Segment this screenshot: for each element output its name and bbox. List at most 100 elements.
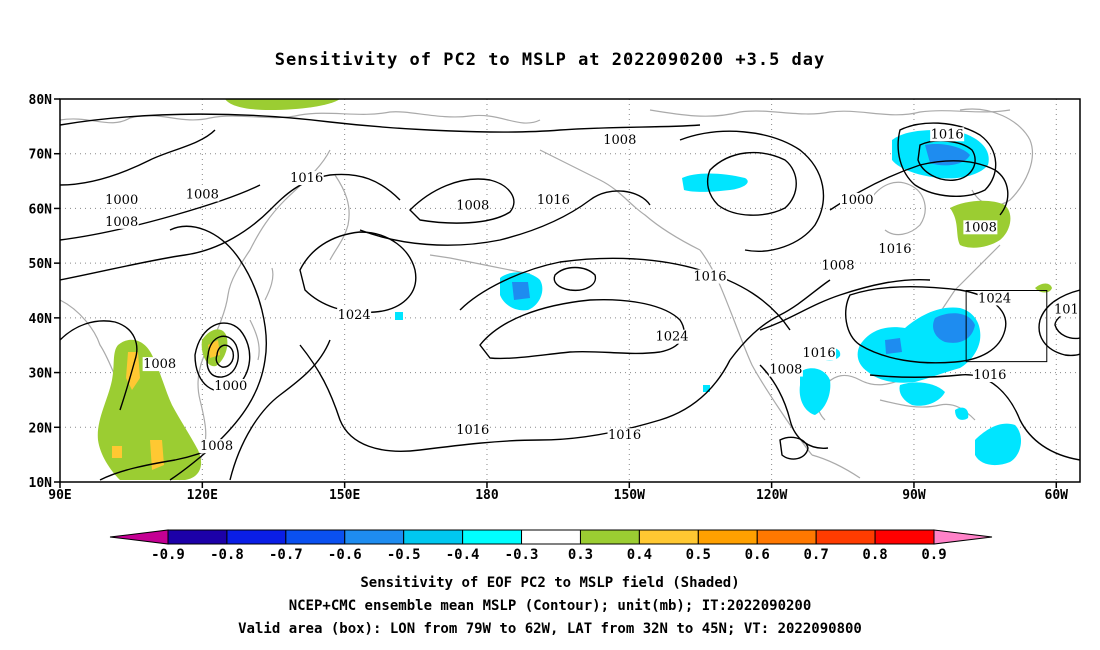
lat-tick-label: 80N (29, 93, 53, 108)
shade-negative-atlantic-box-strong (885, 313, 975, 354)
contour-label-bg (768, 362, 803, 377)
lat-tick-label: 70N (29, 148, 53, 163)
valid-area-box (965, 290, 1048, 363)
coast-asia-east (197, 149, 331, 461)
contour-1008-na-west (729, 279, 831, 361)
colorbar-label: 0.6 (745, 547, 770, 563)
colorbar-swatch (579, 529, 640, 545)
contour-1008-north (60, 113, 701, 133)
contour-label-bg (930, 127, 965, 142)
contour-label: 1008 (200, 439, 233, 454)
plot-frame (59, 98, 1081, 483)
map-title: Sensitivity of PC2 to MSLP at 2022090200… (274, 50, 826, 70)
shade-negative-greenland-strong (925, 144, 970, 166)
shade-negative-westatlantic (899, 382, 945, 406)
colorbar-label: -0.5 (387, 547, 421, 563)
coast-north-america-west (699, 249, 813, 456)
contour-1016-subtropic (299, 344, 731, 452)
contour-1024-pacific (479, 298, 685, 360)
coast-hudson-bay (869, 181, 926, 236)
caption-shading: Sensitivity of EOF PC2 to MSLP field (Sh… (360, 575, 740, 591)
contour-label: 1016 (608, 428, 641, 443)
contour-label: 1024 (978, 291, 1011, 306)
shade-negative-small-1 (395, 312, 403, 320)
contour-1016-na-east (759, 278, 931, 331)
colorbar-swatch (697, 529, 758, 545)
contour-label-bg (977, 291, 1012, 306)
colorbar-swatch (638, 529, 699, 545)
colorbar-label: 0.4 (627, 547, 652, 563)
contour-label-bg (692, 269, 727, 284)
contour-label-bg (963, 220, 998, 235)
contour-label: 1016 (693, 270, 726, 285)
lat-tick-label: 50N (29, 257, 53, 272)
contour-label: 1008 (964, 220, 997, 235)
shade-positive-china-strong (112, 352, 164, 470)
contour-label-bg (289, 171, 324, 186)
colorbar-label: -0.7 (269, 547, 303, 563)
coast-central-america (811, 399, 976, 479)
colorbar-arrow-high (933, 529, 993, 545)
contour-label-bg (455, 198, 490, 213)
contour-1016-greenland (897, 122, 997, 198)
coastlines (60, 108, 1034, 481)
colorbar-swatch (344, 529, 405, 545)
contour-label: 1008 (143, 357, 176, 372)
contour-label-bg (104, 192, 139, 207)
caption-contour: NCEP+CMC ensemble mean MSLP (Contour); u… (288, 598, 812, 614)
coast-aleutians (429, 254, 531, 275)
contour-label: 1016 (456, 423, 489, 438)
contour-label-bg (972, 368, 1007, 383)
contour-label: 1016 (878, 242, 911, 257)
lat-axis: 80N 70N 60N 50N 40N 30N 20N 10N (29, 93, 60, 491)
lon-tick-label: 120W (756, 488, 787, 503)
contour-1000-west (60, 129, 216, 186)
contour-label-bg (602, 132, 637, 147)
lon-tick-label: 60W (1045, 488, 1069, 503)
shade-positive-arctic (225, 99, 340, 110)
contour-label: 1024 (655, 330, 688, 345)
contour-typhoon-2 (215, 344, 235, 368)
lat-tick-label: 60N (29, 202, 53, 217)
caption-valid-area: Valid area (box): LON from 79W to 62W, L… (238, 621, 862, 637)
coast-asia-north (60, 111, 541, 124)
contour-1008-west (60, 184, 261, 241)
lon-tick-label: 90E (48, 488, 71, 503)
colorbar-label: 0.3 (568, 547, 593, 563)
contour-1016-pacific-north (359, 190, 651, 246)
contour-label-bg (840, 192, 875, 207)
sensitivity-shading (97, 99, 1052, 480)
contour-label-bg (802, 346, 837, 361)
contour-label: 1008 (603, 133, 636, 148)
colorbar-swatch (756, 529, 817, 545)
colorbar-swatch (521, 529, 581, 545)
contour-1000-typhoon-outer (194, 322, 251, 393)
contour-1016-atlantic-south (869, 374, 1080, 461)
colorbar-label: 0.9 (921, 547, 946, 563)
contour-label-bg (142, 357, 177, 372)
colorbar-swatch (167, 529, 228, 545)
contour-1016-pacific (459, 257, 791, 331)
contour-label-bg (607, 428, 642, 443)
contour-label: 1016 (973, 368, 1006, 383)
colorbar-swatch (815, 529, 876, 545)
lon-tick-label: 90W (902, 488, 926, 503)
lon-tick-label: 180 (475, 488, 499, 503)
shade-negative-caribbean (975, 423, 1022, 466)
contour-label: 1008 (769, 363, 802, 378)
shade-negative-siberia (682, 173, 748, 192)
colorbar-swatch (874, 529, 935, 545)
coast-gulf-mexico (816, 374, 906, 421)
lat-tick-label: 20N (29, 421, 53, 436)
coast-canada-arctic (649, 109, 1011, 117)
contour-label: 1016 (290, 171, 323, 186)
contour-label: 1008 (186, 187, 219, 202)
contour-label-bg (821, 258, 856, 273)
colorbar-swatch (285, 529, 346, 545)
shade-positive-china (97, 339, 202, 480)
contour-label-bg (455, 422, 490, 437)
contour-1008-greenland (917, 140, 976, 181)
shade-negative-mexico (799, 368, 831, 415)
